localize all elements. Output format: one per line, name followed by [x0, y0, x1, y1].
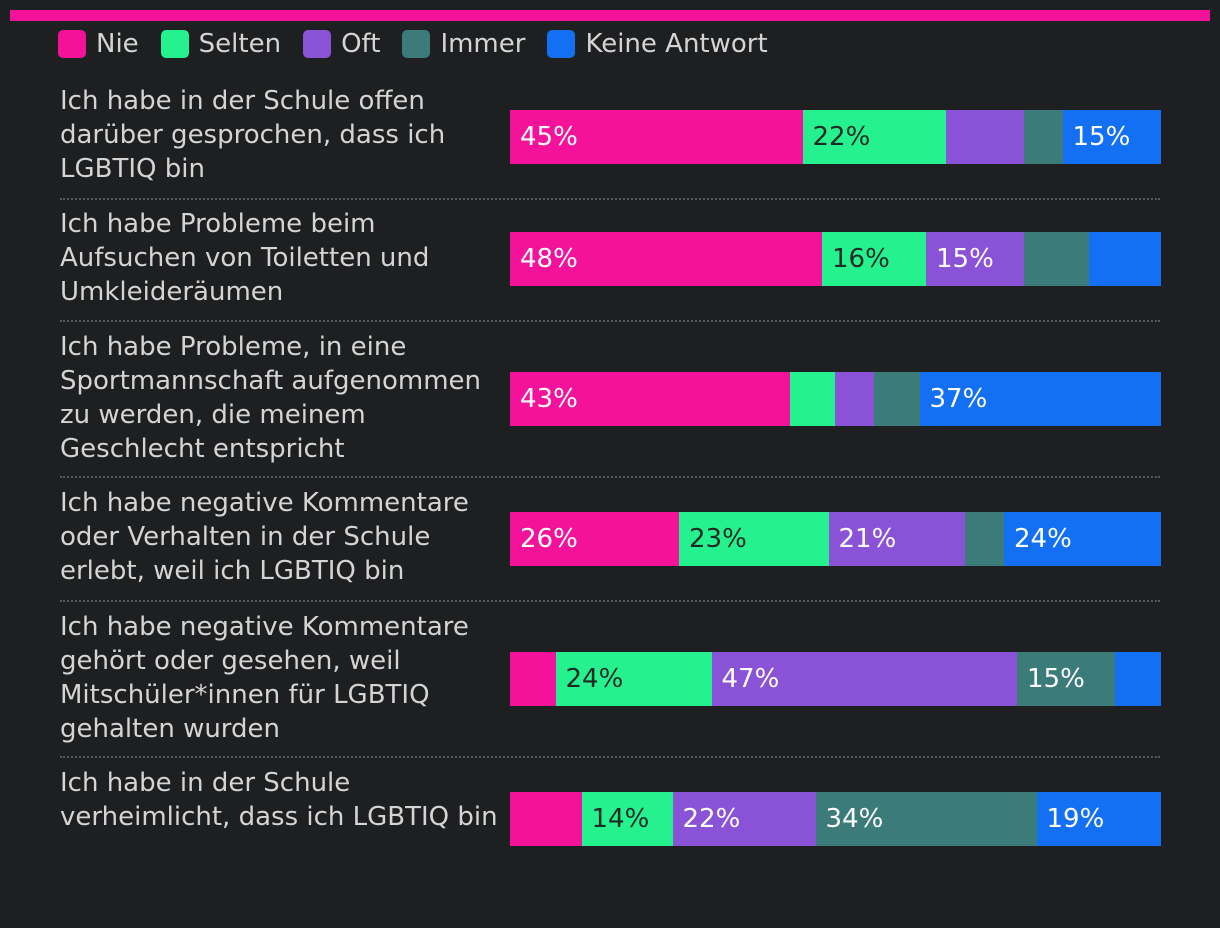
bar-value-label: 34% — [825, 804, 884, 834]
row-separator — [60, 756, 1160, 758]
bar-segment-oft: 22% — [672, 792, 817, 846]
bar-segment-oft: 15% — [926, 232, 1025, 286]
bar-value-label: 24% — [565, 664, 624, 694]
bar-segment-oft — [945, 110, 1025, 164]
bar-value-label: 48% — [520, 244, 578, 274]
legend-label-nie: Nie — [96, 29, 139, 59]
bar-value-label: 26% — [520, 524, 578, 554]
bar-segment-selten: 22% — [802, 110, 947, 164]
bar-row-5: 24% 47% 15% — [510, 652, 1161, 706]
row-label-3: Ich habe Probleme, in eine Sportmannscha… — [60, 332, 482, 464]
bar-segment-immer — [1023, 110, 1064, 164]
row-label-5: Ich habe negative Kommentare gehört oder… — [60, 612, 469, 744]
bar-value-label: 22% — [682, 804, 741, 834]
legend: Nie Selten Oft Immer Keine Antwort — [58, 26, 790, 62]
bar-value-label: 19% — [1046, 804, 1105, 834]
bar-segment-selten: 16% — [822, 232, 927, 286]
bar-value-label: 15% — [1072, 122, 1131, 152]
legend-item-immer: Immer — [402, 29, 525, 59]
bar-segment-keine-antwort: 37% — [919, 372, 1161, 426]
bar-segment-nie: 48% — [510, 232, 823, 286]
row-separator — [60, 476, 1160, 478]
bar-segment-oft — [835, 372, 875, 426]
bar-segment-selten: 14% — [581, 792, 674, 846]
bar-segment-immer: 15% — [1017, 652, 1116, 706]
bar-segment-keine-antwort — [1114, 652, 1161, 706]
row-label-2: Ich habe Probleme beim Aufsuchen von Toi… — [60, 209, 430, 307]
legend-label-oft: Oft — [341, 29, 381, 59]
legend-label-immer: Immer — [440, 29, 526, 59]
legend-swatch-nie — [58, 30, 86, 58]
bar-segment-keine-antwort — [1088, 232, 1161, 286]
bar-segment-nie — [510, 652, 557, 706]
bar-value-label: 23% — [689, 524, 747, 554]
bar-value-label: 24% — [1014, 524, 1072, 554]
row-label-4: Ich habe negative Kommentare oder Verhal… — [60, 488, 469, 586]
bar-value-label: 16% — [832, 244, 890, 274]
bar-segment-nie: 45% — [510, 110, 804, 164]
bar-segment-keine-antwort: 24% — [1004, 512, 1161, 566]
bar-segment-selten: 23% — [679, 512, 830, 566]
bar-segment-oft: 21% — [828, 512, 966, 566]
legend-item-selten: Selten — [160, 29, 282, 59]
row-label-6: Ich habe in der Schule verheimlicht, das… — [60, 768, 498, 832]
row-separator — [60, 600, 1160, 602]
bar-value-label: 15% — [936, 244, 994, 274]
legend-label-selten: Selten — [198, 29, 282, 59]
bar-segment-oft: 47% — [711, 652, 1018, 706]
bar-row-4: 26% 23% 21% 24% — [510, 512, 1161, 566]
legend-swatch-oft — [303, 30, 332, 58]
row-separator — [60, 198, 1160, 200]
bar-value-label: 45% — [520, 122, 578, 152]
bar-value-label: 22% — [812, 122, 871, 152]
bar-row-6: 14% 22% 34% 19% — [510, 792, 1161, 846]
bar-segment-nie: 43% — [510, 372, 791, 426]
bar-segment-nie: 26% — [510, 512, 680, 566]
bar-value-label: 47% — [721, 664, 780, 694]
bar-segment-selten — [789, 372, 836, 426]
bar-value-label: 21% — [838, 524, 897, 554]
top-accent-bar — [10, 10, 1210, 21]
legend-label-keine-antwort: Keine Antwort — [585, 29, 768, 59]
legend-item-keine-antwort: Keine Antwort — [547, 29, 768, 59]
legend-item-oft: Oft — [303, 29, 380, 59]
bar-value-label: 37% — [929, 384, 988, 414]
bar-segment-immer — [1023, 232, 1090, 286]
legend-item-nie: Nie — [58, 29, 139, 59]
bar-segment-immer — [874, 372, 921, 426]
bar-value-label: 43% — [520, 384, 578, 414]
legend-swatch-keine-antwort — [547, 30, 576, 58]
bar-value-label: 14% — [591, 804, 650, 834]
bar-row-2: 48% 16% 15% — [510, 232, 1161, 286]
bar-value-label: 15% — [1027, 664, 1085, 694]
row-label-1: Ich habe in der Schule offen darüber ges… — [60, 86, 446, 184]
bar-row-1: 45% 22% 15% — [510, 110, 1161, 164]
row-separator — [60, 320, 1160, 322]
bar-segment-keine-antwort: 19% — [1036, 792, 1161, 846]
bar-segment-nie — [510, 792, 583, 846]
legend-swatch-selten — [160, 30, 189, 58]
bar-segment-immer — [965, 512, 1005, 566]
bar-segment-selten: 24% — [555, 652, 713, 706]
bar-row-3: 43% 37% — [510, 372, 1161, 426]
bar-segment-immer: 34% — [815, 792, 1038, 846]
legend-swatch-immer — [402, 30, 431, 58]
bar-segment-keine-antwort: 15% — [1062, 110, 1161, 164]
